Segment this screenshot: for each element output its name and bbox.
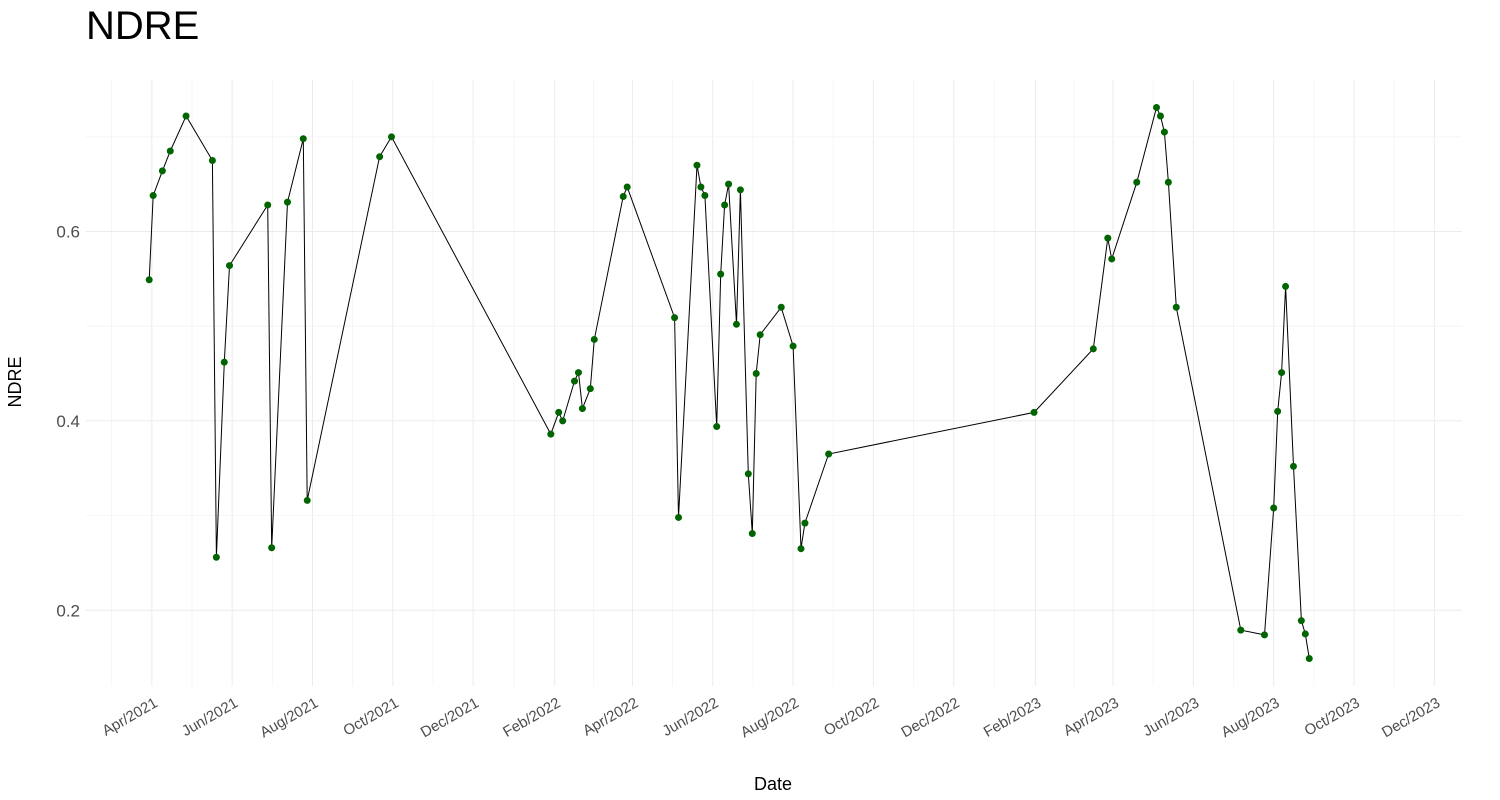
x-tick-label: Oct/2023: [1302, 694, 1363, 739]
data-point: [1108, 255, 1116, 263]
data-point: [590, 335, 598, 343]
data-point: [1237, 626, 1245, 634]
data-point: [1282, 282, 1290, 290]
data-point: [1289, 462, 1297, 470]
data-point: [748, 530, 756, 538]
data-point: [208, 156, 216, 164]
data-point: [212, 553, 220, 561]
data-point: [752, 370, 760, 378]
x-tick-label: Apr/2023: [1061, 694, 1122, 739]
x-tick-label: Oct/2021: [340, 694, 401, 739]
y-axis-ticks: 0.2 0.4 0.6: [56, 223, 80, 621]
data-point: [797, 545, 805, 553]
data-point: [1133, 178, 1141, 186]
x-axis-title: Date: [754, 774, 792, 794]
x-tick-label: Dec/2021: [418, 694, 482, 741]
y-tick-label: 0.4: [56, 412, 80, 431]
data-point: [264, 201, 272, 209]
data-point: [693, 161, 701, 169]
data-point: [725, 180, 733, 188]
data-point: [268, 544, 276, 552]
x-tick-label: Oct/2022: [821, 694, 882, 739]
data-point: [717, 270, 725, 278]
x-tick-label: Dec/2022: [898, 694, 962, 741]
data-point: [574, 369, 582, 377]
x-tick-label: Apr/2021: [99, 694, 160, 739]
y-axis-title: NDRE: [5, 356, 25, 407]
data-point: [721, 201, 729, 209]
x-tick-label: Apr/2022: [580, 694, 641, 739]
data-point: [387, 133, 395, 141]
series-points: [145, 103, 1313, 663]
x-tick-label: Jun/2022: [660, 694, 722, 740]
data-point: [1278, 369, 1286, 377]
data-point: [1153, 103, 1161, 111]
data-point: [736, 186, 744, 194]
data-point: [547, 430, 555, 438]
x-tick-label: Jun/2021: [179, 694, 241, 740]
data-point: [623, 183, 631, 191]
data-point: [1089, 345, 1097, 353]
data-point: [559, 417, 567, 425]
ndre-series-line: [148, 106, 1310, 659]
x-tick-label: Dec/2023: [1379, 694, 1443, 741]
x-axis-ticks: Apr/2021 Jun/2021 Aug/2021 Oct/2021 Dec/2021…: [99, 694, 1443, 741]
data-point: [283, 198, 291, 206]
data-point: [1156, 112, 1164, 120]
data-point: [825, 450, 833, 458]
data-point: [182, 112, 190, 120]
data-point: [1260, 631, 1268, 639]
data-point: [777, 303, 785, 311]
data-point: [1274, 407, 1282, 415]
data-point: [571, 377, 579, 385]
chart-title: NDRE: [86, 4, 200, 48]
y-tick-label: 0.6: [56, 223, 80, 242]
data-point: [1297, 617, 1305, 625]
data-point: [1160, 128, 1168, 136]
x-tick-label: Aug/2023: [1218, 694, 1282, 741]
data-point: [1030, 408, 1038, 416]
data-point: [226, 262, 234, 270]
data-point: [1172, 303, 1180, 311]
data-point: [801, 519, 809, 527]
data-point: [149, 192, 157, 200]
data-point: [555, 408, 563, 416]
data-point: [145, 276, 153, 284]
data-point: [1305, 655, 1313, 663]
data-point: [675, 513, 683, 521]
data-point: [166, 147, 174, 155]
data-point: [732, 320, 740, 328]
data-point: [756, 331, 764, 339]
x-tick-label: Jun/2023: [1140, 694, 1202, 740]
grid-lines: [86, 80, 1462, 686]
x-tick-label: Aug/2021: [257, 694, 321, 741]
data-point: [220, 358, 228, 366]
data-point: [1301, 630, 1309, 638]
data-point: [1104, 234, 1112, 242]
data-point: [619, 192, 627, 200]
data-point: [701, 192, 709, 200]
x-tick-label: Feb/2022: [500, 694, 563, 740]
data-point: [1164, 178, 1172, 186]
data-point: [1270, 504, 1278, 512]
x-tick-label: Aug/2022: [738, 694, 802, 741]
x-tick-label: Feb/2023: [981, 694, 1044, 740]
data-point: [671, 314, 679, 322]
data-point: [578, 405, 586, 413]
data-point: [299, 135, 307, 143]
data-point: [586, 385, 594, 393]
data-point: [697, 183, 705, 191]
data-point: [789, 342, 797, 350]
data-point: [158, 167, 166, 175]
data-point: [376, 153, 384, 161]
series-line: [148, 106, 1310, 659]
data-point: [744, 470, 752, 478]
data-point: [303, 496, 311, 504]
data-point: [713, 423, 721, 431]
y-tick-label: 0.2: [56, 601, 80, 620]
